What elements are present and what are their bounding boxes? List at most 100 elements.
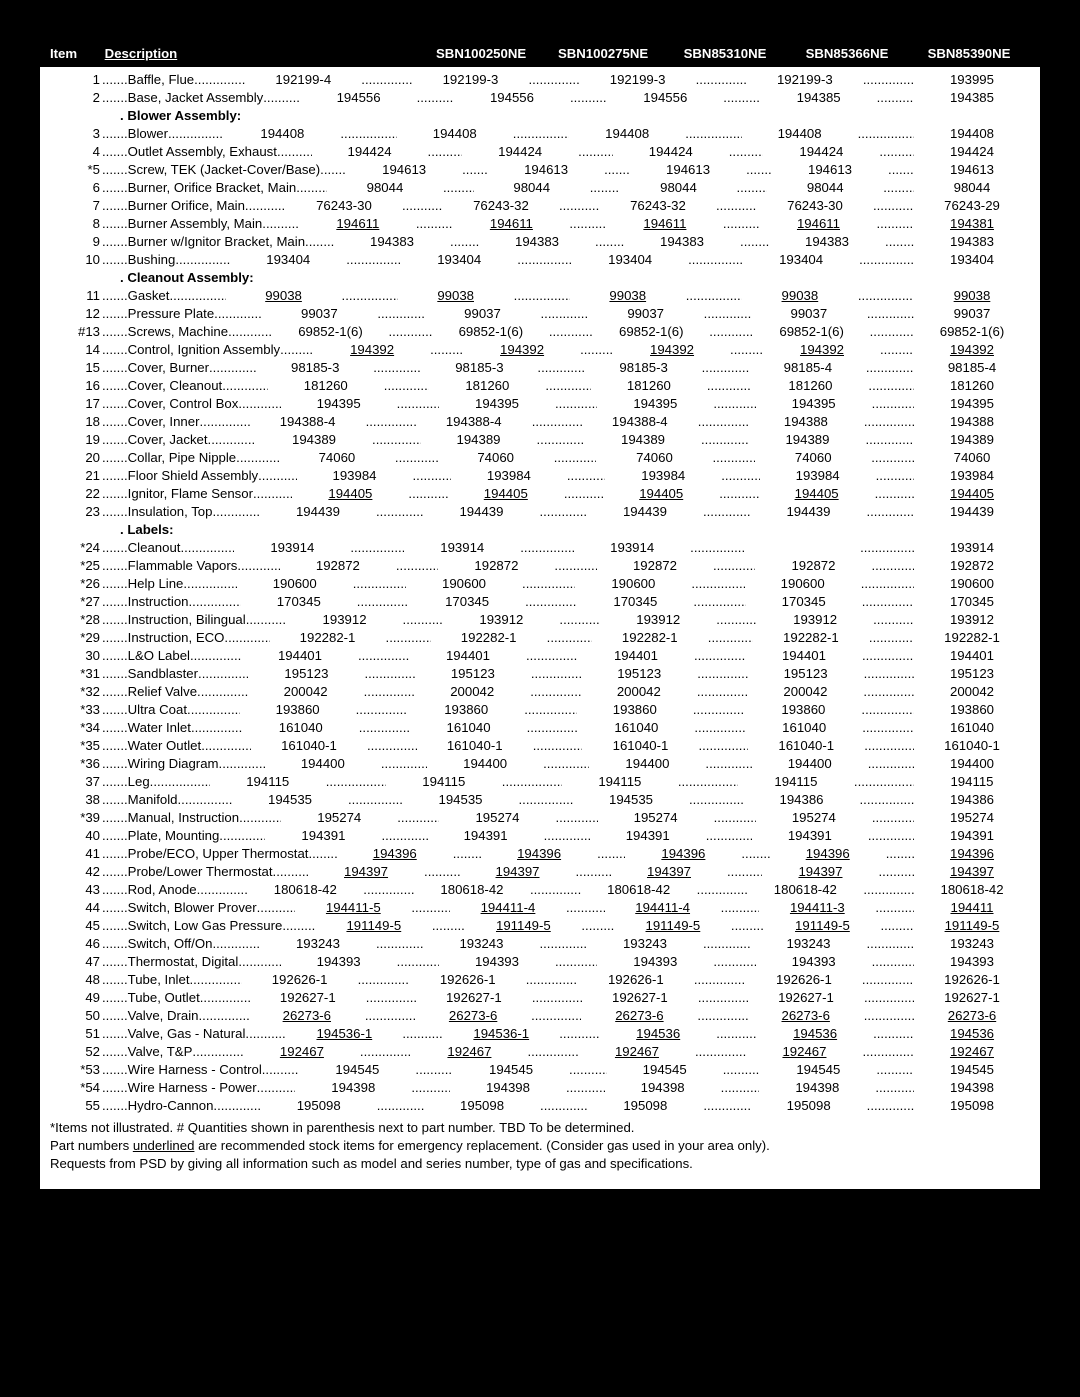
part-number: 194545 xyxy=(607,1061,723,1079)
leader-dots: ........................................… xyxy=(353,575,406,593)
item-number: 47 xyxy=(50,953,102,971)
part-number: 98185-3 xyxy=(586,359,702,377)
description: Plate, Mounting xyxy=(128,827,220,845)
leader-dots: ........................................… xyxy=(854,773,914,791)
leader-dots: ........................................… xyxy=(698,413,748,431)
part-number: 192467 xyxy=(579,1043,695,1061)
part-number: 200042 xyxy=(414,683,530,701)
part-number: 99037 xyxy=(914,305,1030,323)
item-number: 46 xyxy=(50,935,102,953)
leader-dots: ........................................… xyxy=(296,179,327,197)
table-row: *32 ....... Relief Valve ...............… xyxy=(50,683,1030,701)
leader-dots: ........................................… xyxy=(696,71,747,89)
leader-dots: ........................................… xyxy=(150,773,210,791)
description: Insulation, Top xyxy=(128,503,213,521)
leader-dots: ........................................… xyxy=(364,665,414,683)
table-row: *39 ....... Manual, Instruction ........… xyxy=(50,809,1030,827)
part-number: 192467 xyxy=(411,1043,527,1061)
description: Ignitor, Flame Sensor xyxy=(128,485,253,503)
leader-dots: ........................................… xyxy=(867,305,914,323)
leader-dots: ....... xyxy=(102,881,128,899)
part-number: 74060 xyxy=(279,449,395,467)
part-number: 200042 xyxy=(914,683,1030,701)
leader-dots: ........................................… xyxy=(555,809,597,827)
description: Valve, T&P xyxy=(128,1043,193,1061)
part-number: 194383 xyxy=(479,233,595,251)
part-number: 194397 xyxy=(460,863,576,881)
part-number: 194424 xyxy=(613,143,729,161)
leader-dots: ........................................… xyxy=(277,143,312,161)
table-row: *53 ....... Wire Harness - Control .....… xyxy=(50,1061,1030,1079)
item-number: 51 xyxy=(50,1025,102,1043)
part-number: 194536-1 xyxy=(443,1025,559,1043)
part-number: 26273-6 xyxy=(748,1007,864,1025)
leader-dots: ........................................… xyxy=(689,791,744,809)
part-number: 76243-30 xyxy=(757,197,873,215)
table-row: 17 ....... Cover, Control Box ..........… xyxy=(50,395,1030,413)
part-number: 194400 xyxy=(589,755,705,773)
leader-dots: ........................................… xyxy=(198,665,248,683)
leader-dots: ........................................… xyxy=(238,953,280,971)
part-number: 194392 xyxy=(914,341,1030,359)
leader-dots: ........................................… xyxy=(695,1043,747,1061)
item-number: 43 xyxy=(50,881,102,899)
leader-dots: ........................................… xyxy=(860,539,914,557)
leader-dots: ........................................… xyxy=(578,143,613,161)
leader-dots: ........................................… xyxy=(415,1061,453,1079)
part-number: 74060 xyxy=(596,449,712,467)
part-number: 194545 xyxy=(914,1061,1030,1079)
part-number: 76243-32 xyxy=(600,197,716,215)
leader-dots: ........................................… xyxy=(741,845,769,863)
leader-dots: ........................................… xyxy=(885,233,914,251)
description: Blower xyxy=(128,125,168,143)
item-number: 17 xyxy=(50,395,102,413)
leader-dots: ........................................… xyxy=(740,233,769,251)
leader-dots: ........................................… xyxy=(704,305,751,323)
leader-dots: ........................................… xyxy=(876,1061,914,1079)
part-number: 98044 xyxy=(767,179,883,197)
leader-dots: ........................................… xyxy=(532,989,582,1007)
item-number: 14 xyxy=(50,341,102,359)
part-number: 193243 xyxy=(751,935,867,953)
part-number: 193984 xyxy=(297,467,413,485)
leader-dots: ........................................… xyxy=(191,719,243,737)
leader-dots: ........................................… xyxy=(868,827,914,845)
leader-dots: ........................................… xyxy=(736,179,767,197)
part-number: 191149-5 xyxy=(316,917,432,935)
item-number: *53 xyxy=(50,1061,102,1079)
table-row: 19 ....... Cover, Jacket ...............… xyxy=(50,431,1030,449)
leader-dots: ........................................… xyxy=(381,827,427,845)
leader-dots: ........................................… xyxy=(200,413,250,431)
part-number: 194536-1 xyxy=(286,1025,402,1043)
part-number: 99037 xyxy=(425,305,541,323)
leader-dots: ....... xyxy=(102,485,128,503)
leader-dots: ........................................… xyxy=(564,485,603,503)
leader-dots: ........................................… xyxy=(864,737,914,755)
table-row: 11 ....... Gasket ......................… xyxy=(50,287,1030,305)
leader-dots: ........................................… xyxy=(214,305,261,323)
part-number: 192467 xyxy=(746,1043,862,1061)
part-number: 194383 xyxy=(624,233,740,251)
description: Thermostat, Digital xyxy=(128,953,239,971)
leader-dots: ........................................… xyxy=(567,467,605,485)
description: Base, Jacket Assembly xyxy=(128,89,264,107)
leader-dots: ....... xyxy=(102,377,128,395)
leader-dots: ........................................… xyxy=(870,323,914,341)
item-number: *5 xyxy=(50,161,102,179)
part-number: 191149-5 xyxy=(615,917,731,935)
header-bar: Item Description SBN100250NE SBN100275NE… xyxy=(40,40,1040,67)
description: Wiring Diagram xyxy=(128,755,219,773)
part-number: 194391 xyxy=(265,827,381,845)
part-number: 195123 xyxy=(914,665,1030,683)
item-number: *36 xyxy=(50,755,102,773)
leader-dots: ....... xyxy=(102,503,128,521)
leader-dots: ........................................… xyxy=(320,161,346,179)
part-number: 194556 xyxy=(607,89,723,107)
leader-dots: ........................................… xyxy=(386,629,431,647)
leader-dots: ....... xyxy=(102,809,128,827)
description: Bushing xyxy=(128,251,176,269)
leader-dots: ....... xyxy=(102,917,128,935)
leader-dots: ........................................… xyxy=(861,701,914,719)
leader-dots: ........................................… xyxy=(697,683,748,701)
part-number: 194396 xyxy=(337,845,453,863)
